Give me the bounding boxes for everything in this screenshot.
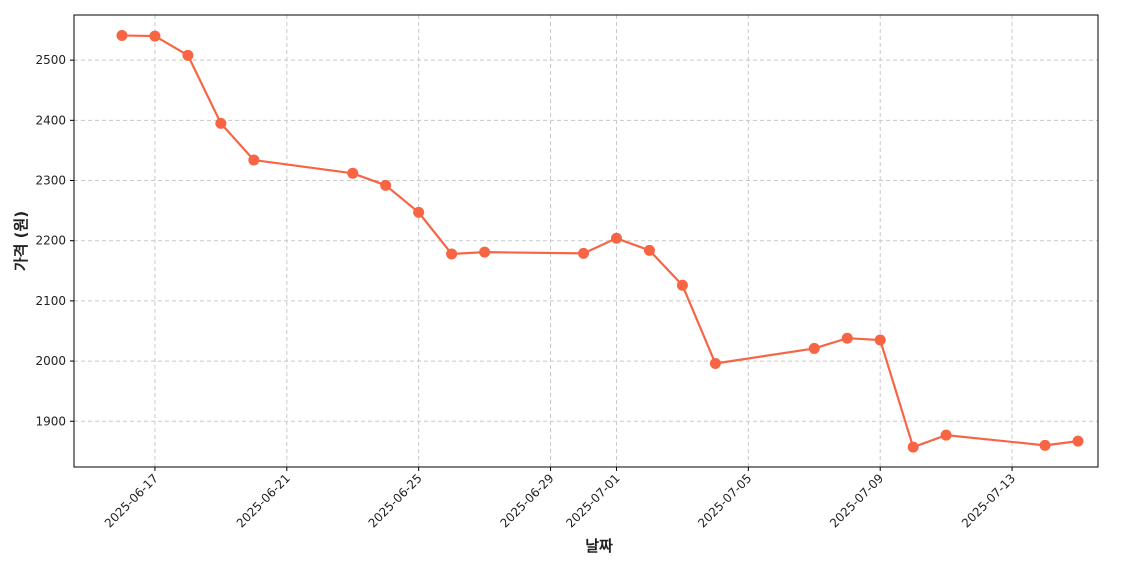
point (610, 232, 622, 244)
x-tick-label: 2025-06-25 (366, 471, 425, 530)
line (121, 34, 1079, 449)
point (116, 29, 128, 41)
y-tick-label: 2100 (35, 294, 66, 308)
x-tick-label: 2025-07-01 (563, 471, 622, 530)
x-tick-label: 2025-06-29 (497, 471, 556, 530)
y-tick-label: 2000 (35, 354, 66, 368)
point (149, 30, 161, 42)
point (578, 247, 590, 259)
y-tick-label: 1900 (35, 414, 66, 428)
y-tick-label: 2500 (35, 53, 66, 67)
y-tick-label: 2300 (35, 174, 66, 188)
point (808, 342, 820, 354)
x-tick-label: 2025-06-21 (234, 471, 293, 530)
y-tick-label: 2400 (35, 113, 66, 127)
point (643, 244, 655, 256)
point (380, 179, 392, 191)
x-tick-label: 2025-07-09 (827, 471, 886, 530)
point (479, 246, 491, 258)
y-axis-title: 가격 (원) (12, 211, 30, 271)
y-tick-label: 2200 (35, 234, 66, 248)
point (841, 332, 853, 344)
x-tick-label: 2025-07-13 (959, 471, 1018, 530)
x-axis-title: 날짜 (585, 537, 613, 555)
point (446, 248, 458, 260)
point (215, 117, 227, 129)
point (709, 357, 721, 369)
x-tick-label: 2025-06-17 (102, 471, 161, 530)
plot-frame (73, 14, 1099, 468)
point (940, 429, 952, 441)
point (347, 167, 359, 179)
point (248, 154, 260, 166)
point (907, 441, 919, 453)
point (413, 206, 425, 218)
x-tick-label: 2025-07-05 (695, 471, 754, 530)
point (874, 334, 886, 346)
point (1072, 435, 1084, 447)
point (1039, 439, 1051, 451)
point (182, 49, 194, 61)
point (676, 279, 688, 291)
